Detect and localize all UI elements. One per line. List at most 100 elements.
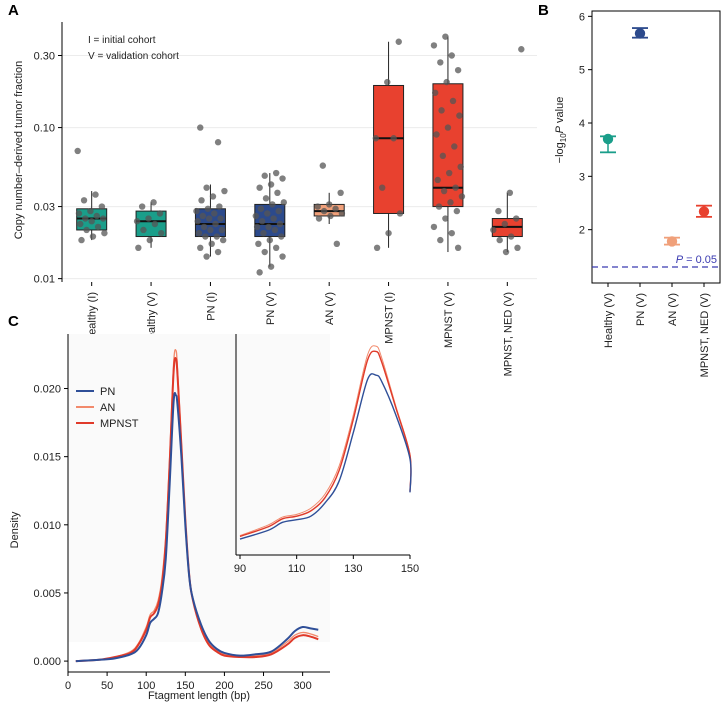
panel-a-point bbox=[82, 215, 89, 222]
panel-a-y-label: Copy number–derived tumor fraction bbox=[13, 61, 25, 240]
panel-a-point bbox=[138, 203, 146, 210]
panel-c-y-tick-label: 0.005 bbox=[33, 588, 61, 600]
panel-a-point bbox=[395, 38, 402, 45]
panel-a-point bbox=[338, 210, 346, 217]
panel-a-point bbox=[209, 193, 217, 200]
panel-b-marks bbox=[600, 27, 712, 247]
panel-c-axes bbox=[67, 334, 330, 673]
panel-a-point bbox=[213, 233, 221, 240]
panel-a-box bbox=[373, 84, 405, 214]
panel-a-point bbox=[430, 42, 438, 49]
panel-a-y-tick-label: 0.01 bbox=[34, 274, 55, 286]
panel-a-point bbox=[443, 78, 450, 86]
panel-a-point bbox=[264, 210, 271, 217]
panel-c-inset: 90 110 130 150 bbox=[234, 334, 419, 575]
panel-a-point bbox=[274, 189, 281, 197]
panel-c-y-ticks: 0.000 0.005 0.010 0.015 0.020 bbox=[33, 384, 68, 668]
panel-a-point bbox=[151, 220, 159, 228]
panel-a-point bbox=[199, 212, 207, 220]
panel-c-x-tick-label: 200 bbox=[215, 680, 233, 692]
panel-a-boxplot: 0.01 0.03 0.10 0.30 Copy number–derived tum… bbox=[13, 22, 537, 376]
panel-a-y-tick-label: 0.10 bbox=[34, 123, 55, 135]
panel-b-y-tick-label: 2 bbox=[579, 225, 585, 237]
panel-a-point bbox=[260, 229, 267, 237]
panel-c-y-tick-label: 0.010 bbox=[33, 520, 61, 532]
panel-a-point bbox=[453, 207, 461, 215]
panel-a-point bbox=[194, 218, 201, 225]
panel-a-point bbox=[373, 244, 381, 252]
panel-a-point bbox=[319, 162, 327, 169]
panel-c-inset-x-tick-label: 150 bbox=[401, 563, 419, 575]
panel-a-point bbox=[327, 212, 334, 220]
panel-b-y-label-sub: 10 bbox=[559, 133, 568, 142]
panel-c-lines bbox=[75, 349, 319, 663]
panel-c-legend-label: AN bbox=[100, 402, 115, 414]
panel-a-point bbox=[518, 46, 525, 53]
panel-c-x-tick-label: 0 bbox=[65, 680, 71, 692]
panel-c-inset-x-tick-label: 130 bbox=[344, 563, 362, 575]
panel-a-point bbox=[207, 226, 214, 234]
panel-a-point bbox=[208, 240, 215, 248]
panel-a-letter: A bbox=[8, 2, 19, 19]
panel-a-point bbox=[490, 226, 497, 234]
panel-c-inset-line-mpnst bbox=[239, 350, 412, 538]
panel-a-x-tick-label: AN (V) bbox=[324, 292, 336, 325]
panel-a-y-ticks: 0.01 0.03 0.10 0.30 bbox=[34, 51, 62, 286]
panel-a-point bbox=[158, 229, 165, 237]
panel-a-point bbox=[140, 226, 147, 234]
panel-a-point bbox=[315, 215, 323, 222]
panel-a-point bbox=[204, 205, 212, 212]
panel-a-point bbox=[203, 253, 210, 260]
panel-b-point bbox=[634, 28, 646, 39]
panel-b-threshold-rest: = 0.05 bbox=[683, 254, 717, 266]
panel-a-point bbox=[261, 248, 268, 256]
panel-c-inset-x-tick-label: 110 bbox=[288, 563, 306, 575]
panel-a-point bbox=[442, 215, 449, 222]
panel-a-point bbox=[202, 233, 209, 240]
panel-a-point bbox=[216, 203, 223, 210]
panel-b-frame bbox=[591, 10, 721, 284]
panel-a-point bbox=[80, 197, 88, 204]
panel-a-point bbox=[156, 210, 164, 217]
panel-c-inset-line-pn bbox=[239, 373, 412, 540]
panel-a-point bbox=[269, 201, 276, 208]
panel-a-point bbox=[214, 139, 222, 146]
panel-a-point bbox=[506, 189, 514, 197]
panel-a-point bbox=[457, 163, 464, 171]
panel-a-point bbox=[454, 66, 462, 74]
panel-c-plot-background bbox=[68, 334, 330, 642]
panel-a-x-tick-label: MPNST (I) bbox=[384, 292, 396, 344]
panel-a-point bbox=[433, 131, 440, 138]
panel-a-point bbox=[447, 199, 454, 206]
panel-a-points bbox=[74, 33, 525, 276]
panel-a-point bbox=[458, 193, 466, 200]
panel-a-point bbox=[437, 59, 444, 66]
panel-a-y-tick-label: 0.03 bbox=[34, 202, 55, 214]
panel-a-point bbox=[452, 184, 459, 191]
panel-b-y-label-p: P bbox=[554, 125, 566, 133]
panel-a-point bbox=[432, 89, 439, 96]
panel-a-point bbox=[88, 218, 95, 225]
panel-a-gridlines bbox=[62, 55, 537, 280]
panel-a-point bbox=[279, 253, 286, 260]
panel-a-point bbox=[372, 135, 380, 142]
panel-a-note-validation: V = validation cohort bbox=[88, 51, 179, 62]
panel-a-x-tick-label: Healthy (I) bbox=[87, 292, 99, 343]
panel-b-point bbox=[698, 206, 710, 217]
panel-c-x-label: Ftagment length (bp) bbox=[148, 690, 250, 702]
panel-a-point bbox=[440, 187, 448, 195]
panel-a-point bbox=[456, 112, 463, 119]
panel-a-note-initial: I = initial cohort bbox=[88, 35, 156, 46]
panel-a-point bbox=[514, 244, 521, 252]
panel-a-point bbox=[266, 236, 274, 244]
panel-a-point bbox=[78, 236, 85, 244]
panel-a-point bbox=[333, 240, 341, 248]
panel-a-point bbox=[211, 210, 218, 217]
panel-a-point bbox=[253, 223, 261, 231]
panel-a-point bbox=[434, 176, 441, 184]
panel-a-point bbox=[99, 215, 107, 222]
panel-a-point bbox=[272, 169, 280, 177]
panel-a-point bbox=[262, 195, 270, 202]
panel-a-point bbox=[150, 199, 157, 206]
panel-a-point bbox=[275, 207, 282, 215]
